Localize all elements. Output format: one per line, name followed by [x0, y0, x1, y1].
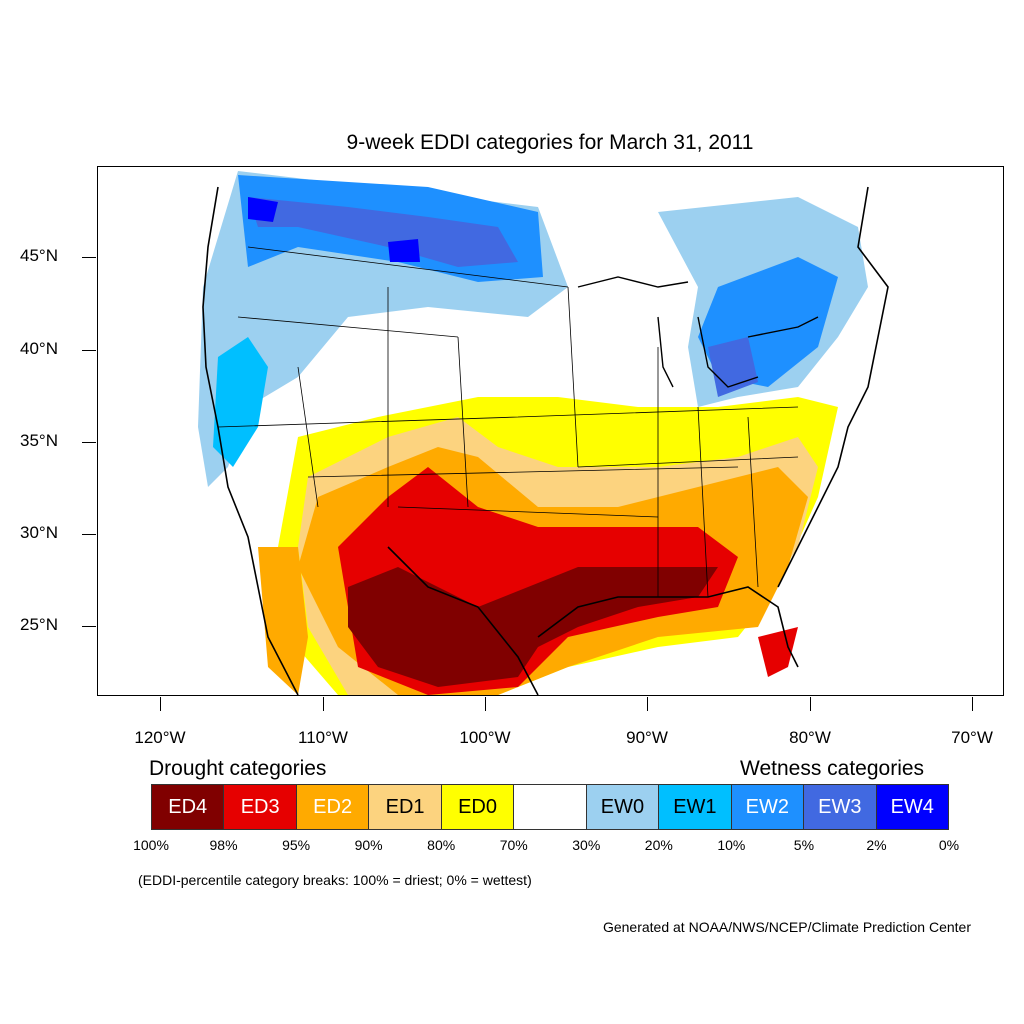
drought-heading: Drought categories	[149, 757, 327, 780]
legend-box: EW0	[585, 784, 659, 830]
legend-label: EW4	[890, 795, 934, 818]
percentile-label: 2%	[866, 837, 887, 853]
state-borders	[217, 246, 799, 598]
percentile-label: 0%	[938, 837, 960, 853]
percentile-label: 90%	[354, 837, 383, 853]
wet-region-great-basin	[213, 337, 268, 467]
legend-label: ED1	[385, 795, 425, 818]
percentile-label: 100%	[133, 837, 169, 853]
percentile-label: 30%	[572, 837, 601, 853]
lon-label-110: 110°W	[298, 728, 348, 747]
category-note: (EDDI-percentile category breaks: 100% =…	[138, 872, 532, 888]
lon-tick	[972, 697, 973, 711]
lat-tick	[82, 257, 96, 258]
wetness-heading: Wetness categories	[740, 757, 925, 780]
lon-label-80: 80°W	[789, 728, 831, 747]
lat-label-25: 25°N	[20, 615, 58, 634]
wet-region-north-core	[248, 197, 518, 267]
lon-label-100: 100°W	[459, 728, 511, 747]
lon-tick	[485, 697, 486, 711]
percentile-label: 80%	[427, 837, 456, 853]
lat-tick	[82, 626, 96, 627]
eddi-map	[198, 171, 889, 695]
lat-label-40: 40°N	[20, 339, 58, 358]
legend-box: ED3	[223, 784, 296, 830]
legend-box: EW4	[875, 784, 949, 830]
percentile-label: 70%	[499, 837, 528, 853]
percentile-label: 10%	[717, 837, 746, 853]
dry-region-west-coast	[258, 547, 308, 695]
lat-label-45: 45°N	[20, 246, 58, 265]
percentile-label: 95%	[282, 837, 311, 853]
dry-region-florida	[758, 627, 798, 677]
legend-box: ED0	[440, 784, 514, 830]
legend-label: ED4	[168, 795, 208, 818]
legend-label: EW1	[673, 795, 717, 818]
lat-tick	[82, 350, 96, 351]
legend-box: ED2	[295, 784, 369, 830]
credit-text: Generated at NOAA/NWS/NCEP/Climate Predi…	[602, 919, 971, 935]
percentile-label: 98%	[209, 837, 238, 853]
legend-label: EW0	[600, 795, 645, 818]
lon-label-70: 70°W	[951, 728, 993, 747]
legend-label: ED3	[240, 795, 280, 818]
legend-box: ED4	[151, 784, 224, 830]
lat-tick	[82, 534, 96, 535]
coastline-outline	[202, 186, 889, 695]
legend-box: ED1	[368, 784, 441, 830]
legend-box	[513, 784, 586, 830]
lat-label-30: 30°N	[20, 523, 58, 542]
lat-tick	[82, 442, 96, 443]
lon-tick	[323, 697, 324, 711]
legend-label: ED0	[458, 795, 497, 818]
legend-label: ED2	[313, 795, 353, 818]
great-lakes-outline	[577, 276, 819, 388]
map-title: 9-week EDDI categories for March 31, 201…	[346, 131, 754, 154]
lon-label-90: 90°W	[626, 728, 668, 747]
percentile-label: 20%	[644, 837, 673, 853]
wet-region-great-lakes-core	[708, 337, 758, 397]
legend-box: EW1	[658, 784, 731, 830]
legend-box: EW2	[730, 784, 804, 830]
percentile-label: 5%	[793, 837, 815, 853]
legend-box: EW3	[803, 784, 876, 830]
lon-tick	[647, 697, 648, 711]
wet-region-north-peak	[248, 197, 420, 262]
lat-label-35: 35°N	[20, 431, 58, 450]
lon-label-120: 120°W	[134, 728, 186, 747]
legend-label: EW2	[745, 795, 790, 818]
legend-label: EW3	[818, 795, 862, 818]
lon-tick	[810, 697, 811, 711]
lon-tick	[160, 697, 161, 711]
legend-bar: ED4 ED3 ED2 ED1 ED0 EW0 EW1 EW2 EW3 EW4	[151, 784, 949, 830]
map-panel	[97, 166, 1004, 696]
